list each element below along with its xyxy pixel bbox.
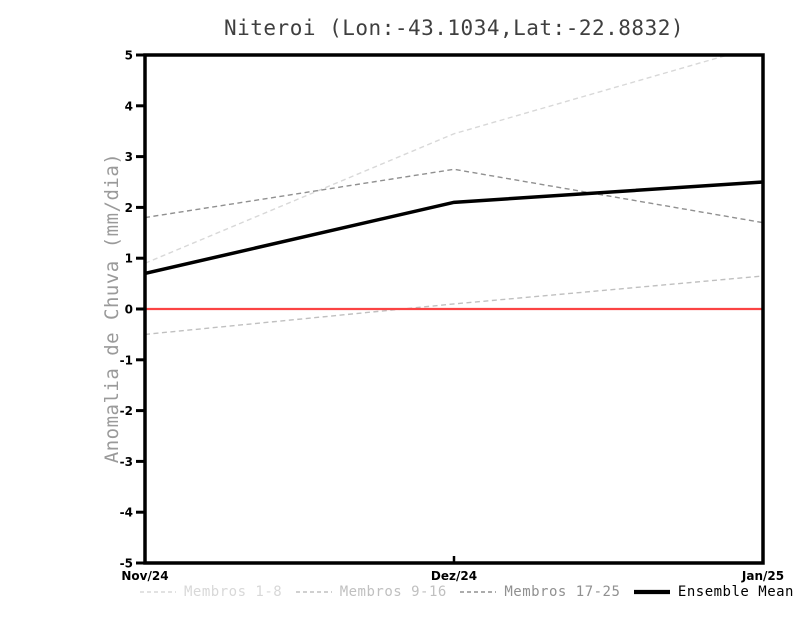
x-tick-label: Dez/24 (431, 569, 477, 583)
series-line-membros-17-25 (145, 168, 763, 224)
legend-swatch-solid-line (633, 589, 670, 595)
legend-label: Membros 9-16 (339, 584, 447, 600)
y-tick-label: -1 (120, 353, 133, 367)
legend-swatch-dashed-line (295, 591, 332, 593)
y-tick-label: 4 (125, 99, 133, 113)
legend-swatch-dashed-line (140, 591, 176, 593)
legend-label: Ensemble Mean (677, 584, 794, 600)
legend-item-membros-17-25: Membros 17-25 (460, 584, 620, 600)
legend-item-membros-1-8: Membros 1-8 (140, 584, 282, 600)
series-line-ensemble-mean (145, 180, 763, 276)
y-tick-label: -2 (120, 404, 133, 418)
y-tick-label: -3 (120, 455, 133, 469)
y-tick-label: 3 (125, 150, 133, 164)
x-tick-label: Jan/25 (741, 569, 784, 583)
x-tick-label: Nov/24 (121, 569, 168, 583)
legend-item-membros-9-16: Membros 9-16 (295, 584, 447, 600)
legend-swatch-dashed-line (460, 591, 497, 593)
legend-item-ensemble-mean: Ensemble Mean (633, 584, 794, 600)
series-group (145, 55, 763, 336)
legend-label: Membros 17-25 (504, 584, 621, 600)
y-tick-label: -4 (120, 506, 133, 520)
y-tick-label: -5 (120, 557, 133, 571)
y-tick-label: 1 (125, 252, 133, 266)
y-tick-label: 2 (125, 201, 133, 215)
series-line-membros-1-8 (145, 55, 731, 264)
y-tick-label: 0 (125, 303, 133, 317)
y-axis-label: Anomalia de Chuva (mm/dia) (101, 152, 123, 464)
legend-label: Membros 1-8 (184, 584, 283, 600)
series-line-membros-9-16 (145, 275, 763, 336)
y-tick-label: 5 (125, 49, 133, 63)
chart-title: Niteroi (Lon:-43.1034,Lat:-22.8832) (223, 16, 684, 40)
legend: Membros 1-8 Membros 9-16 Membros 17-25 Ense… (140, 584, 794, 600)
